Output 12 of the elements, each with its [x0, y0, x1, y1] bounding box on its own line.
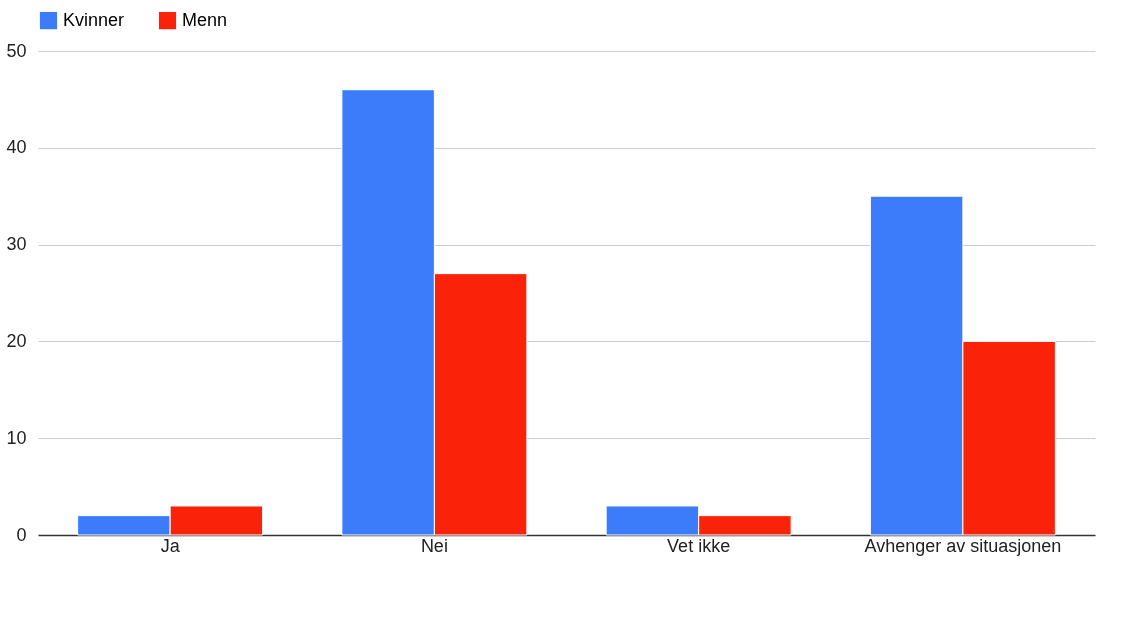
y-tick-label: 50: [6, 40, 27, 61]
legend-label: Menn: [182, 9, 228, 30]
y-tick-label: 0: [16, 524, 27, 545]
y-tick-label: 40: [6, 137, 27, 158]
y-tick-label: 20: [6, 330, 27, 351]
y-tick-label: 10: [6, 427, 27, 448]
x-tick-label: Avhenger av situasjonen: [864, 535, 1062, 556]
x-tick-label: Vet ikke: [667, 535, 731, 556]
x-tick-label: Nei: [420, 535, 448, 556]
x-tick-label: Ja: [160, 535, 181, 556]
legend-label: Kvinner: [63, 9, 125, 30]
y-tick-label: 30: [6, 234, 27, 255]
